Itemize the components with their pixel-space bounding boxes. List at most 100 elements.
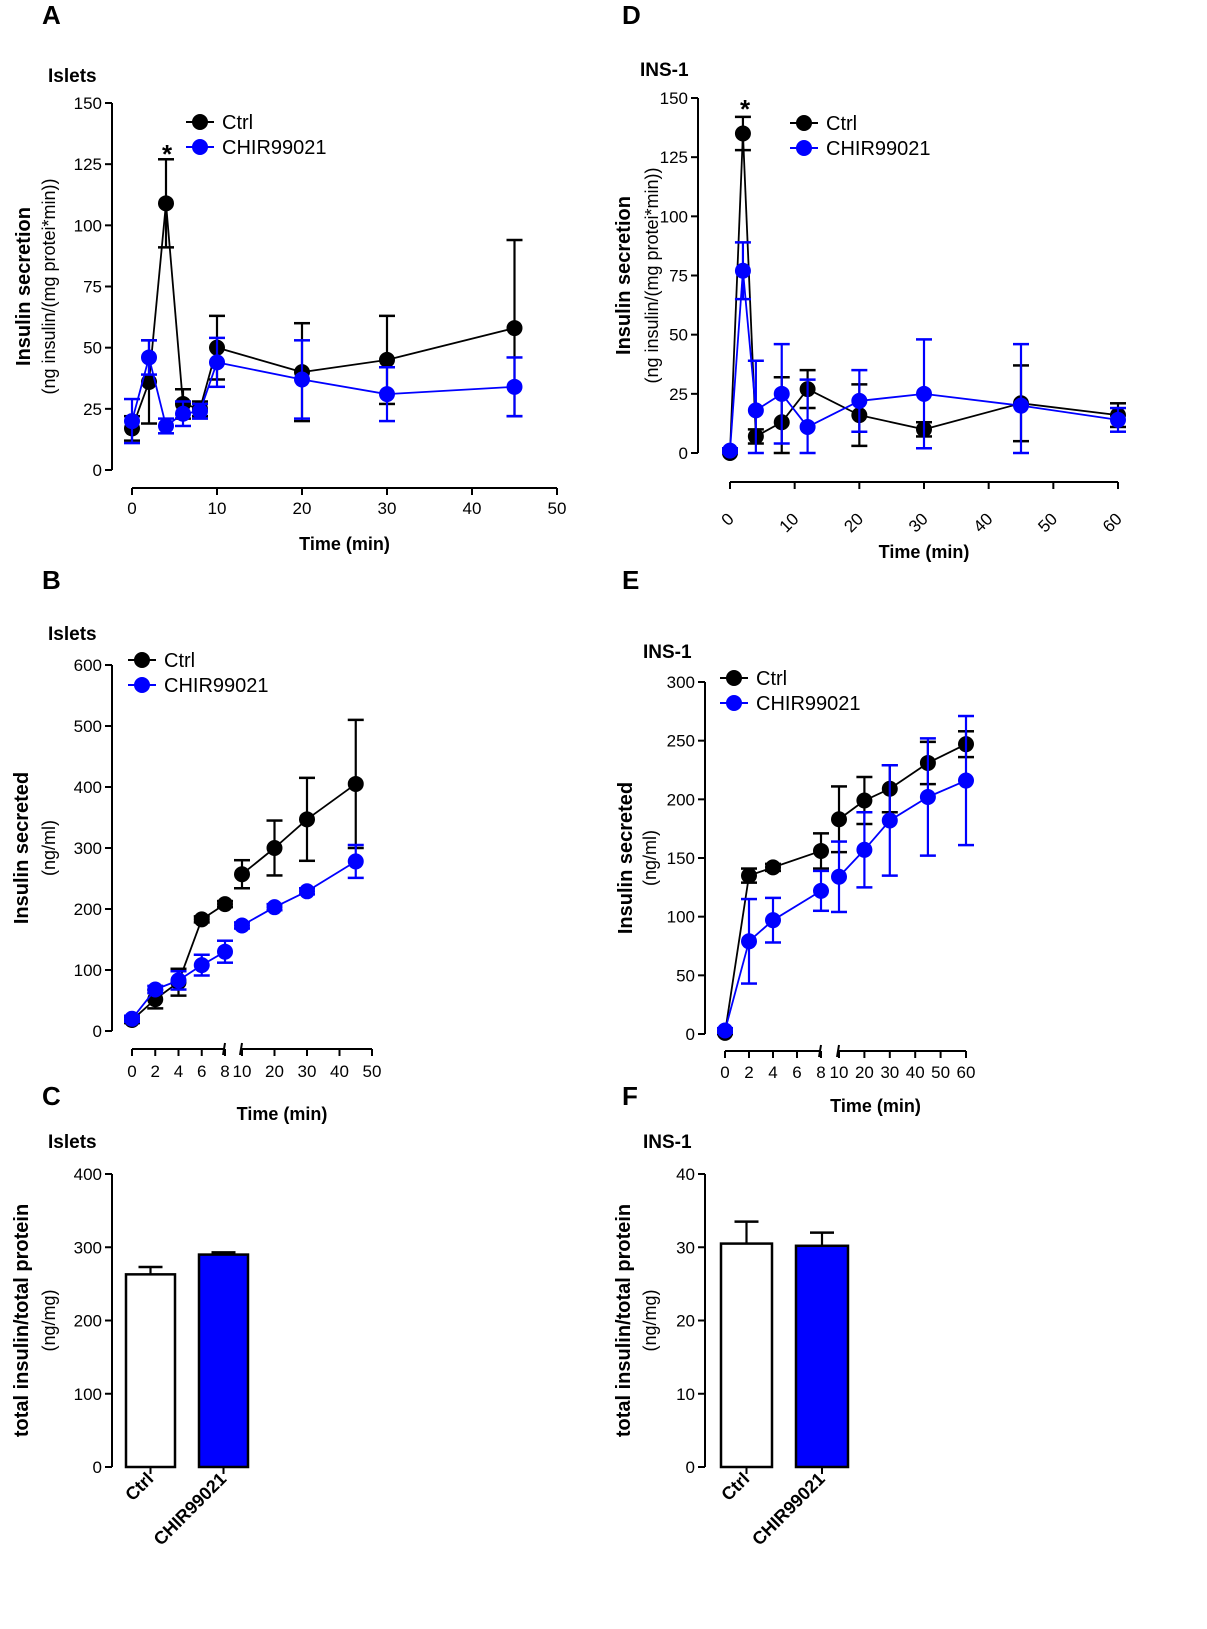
y-tick-label: 400 xyxy=(74,778,102,797)
x-tick-label: 30 xyxy=(905,509,932,536)
series-line-segment xyxy=(729,270,744,451)
y-tick-label: 20 xyxy=(676,1312,695,1331)
series-line-segment xyxy=(216,346,303,373)
y-tick-label: 400 xyxy=(74,1165,102,1184)
y-tick-label: 200 xyxy=(74,900,102,919)
series-line-segment xyxy=(306,860,357,893)
legend-label: Ctrl xyxy=(222,112,253,134)
legend-label: Ctrl xyxy=(826,113,857,135)
y-tick-label: 100 xyxy=(74,216,102,235)
data-point xyxy=(506,378,523,395)
series-ctrl xyxy=(717,730,974,1041)
data-point xyxy=(1013,397,1029,414)
legend-label: Ctrl xyxy=(756,668,787,690)
legend-marker xyxy=(726,670,742,686)
data-point xyxy=(175,405,191,422)
y-tick-label: 100 xyxy=(74,961,102,980)
data-point xyxy=(234,866,250,883)
error-bar xyxy=(799,378,816,455)
y-axis-title: Insulin secretion xyxy=(13,207,35,366)
x-tick-label: 40 xyxy=(463,499,482,518)
x-tick-label: 40 xyxy=(330,1062,349,1081)
data-point xyxy=(124,1010,140,1027)
series-line-segment xyxy=(742,270,757,411)
y-tick-label: 250 xyxy=(667,732,695,751)
y-axis-subtitle: (ng/ml) xyxy=(39,820,59,876)
panel-letter: C xyxy=(42,1081,61,1111)
x-category-label: Ctrl xyxy=(121,1469,157,1505)
data-point xyxy=(217,943,233,960)
panel-letter: F xyxy=(622,1081,638,1111)
data-point xyxy=(124,413,140,430)
x-tick-label: 60 xyxy=(957,1063,976,1082)
data-point xyxy=(209,354,225,371)
y-tick-label: 300 xyxy=(667,673,695,692)
y-tick-label: 300 xyxy=(74,839,102,858)
y-axis-title: Insulin secreted xyxy=(11,772,33,924)
y-tick-label: 0 xyxy=(93,1458,102,1477)
x-tick-label: 10 xyxy=(830,1063,849,1082)
legend-marker xyxy=(134,677,150,693)
bar-chir99021 xyxy=(197,1253,250,1469)
y-tick-label: 100 xyxy=(74,1385,102,1404)
x-tick-label: 6 xyxy=(792,1063,801,1082)
data-point xyxy=(722,442,738,459)
data-point xyxy=(958,772,974,789)
data-point xyxy=(813,842,829,859)
y-axis-subtitle: (ng insulin/(mg protei*min)) xyxy=(642,167,662,383)
y-tick-label: 40 xyxy=(676,1165,695,1184)
panel-letter: A xyxy=(42,0,61,30)
x-tick-label: 6 xyxy=(197,1062,206,1081)
y-tick-label: 0 xyxy=(686,1025,695,1044)
y-axis-title: Insulin secretion xyxy=(613,196,635,355)
series-line-segment xyxy=(859,414,925,431)
y-tick-label: 200 xyxy=(667,790,695,809)
series-line-segment xyxy=(306,783,357,821)
y-axis-subtitle: (ng/ml) xyxy=(640,830,660,886)
series-line-segment xyxy=(807,400,860,428)
x-tick-label: 8 xyxy=(220,1062,229,1081)
y-tick-label: 125 xyxy=(660,148,688,167)
y-axis-title: total insulin/total protein xyxy=(613,1204,635,1437)
data-point xyxy=(379,386,395,403)
legend-marker xyxy=(192,139,208,155)
y-tick-label: 150 xyxy=(660,89,688,108)
series-ctrl xyxy=(124,718,364,1029)
series-chir99021 xyxy=(722,241,1126,459)
panel-title: INS-1 xyxy=(640,60,689,81)
data-point xyxy=(765,912,781,929)
x-category-label: CHIR99021 xyxy=(150,1469,231,1550)
legend-marker xyxy=(134,652,150,668)
x-tick-label: 30 xyxy=(298,1062,317,1081)
data-point xyxy=(831,811,847,828)
series-line-segment xyxy=(165,203,184,405)
x-tick-label: 60 xyxy=(1099,509,1126,536)
panel-letter: D xyxy=(622,0,641,30)
panel-title: INS-1 xyxy=(643,1132,692,1153)
data-point xyxy=(266,840,283,856)
x-tick-label: 40 xyxy=(906,1063,925,1082)
x-axis-title: Time (min) xyxy=(237,1104,328,1124)
series-line-segment xyxy=(386,327,515,361)
series-line-segment xyxy=(301,378,388,396)
bar-ctrl xyxy=(719,1242,774,1469)
series-line-segment xyxy=(301,359,388,374)
series-line-segment xyxy=(923,392,1022,407)
y-tick-label: 200 xyxy=(74,1312,102,1331)
bar-ctrl xyxy=(124,1273,177,1469)
data-point xyxy=(773,385,790,402)
data-point xyxy=(919,788,936,805)
panel-letter: E xyxy=(622,565,639,595)
panel-letter: B xyxy=(42,565,61,595)
significance-star: * xyxy=(740,94,751,124)
x-tick-label: 30 xyxy=(880,1063,899,1082)
y-tick-label: 0 xyxy=(679,444,688,463)
x-tick-label: 20 xyxy=(293,499,312,518)
legend-label: CHIR99021 xyxy=(756,693,861,715)
y-tick-label: 50 xyxy=(676,966,695,985)
legend-label: Ctrl xyxy=(164,650,195,672)
y-tick-label: 50 xyxy=(83,339,102,358)
x-tick-label: 20 xyxy=(265,1062,284,1081)
panel-title: INS-1 xyxy=(643,642,692,663)
series-line-segment xyxy=(1020,404,1119,421)
